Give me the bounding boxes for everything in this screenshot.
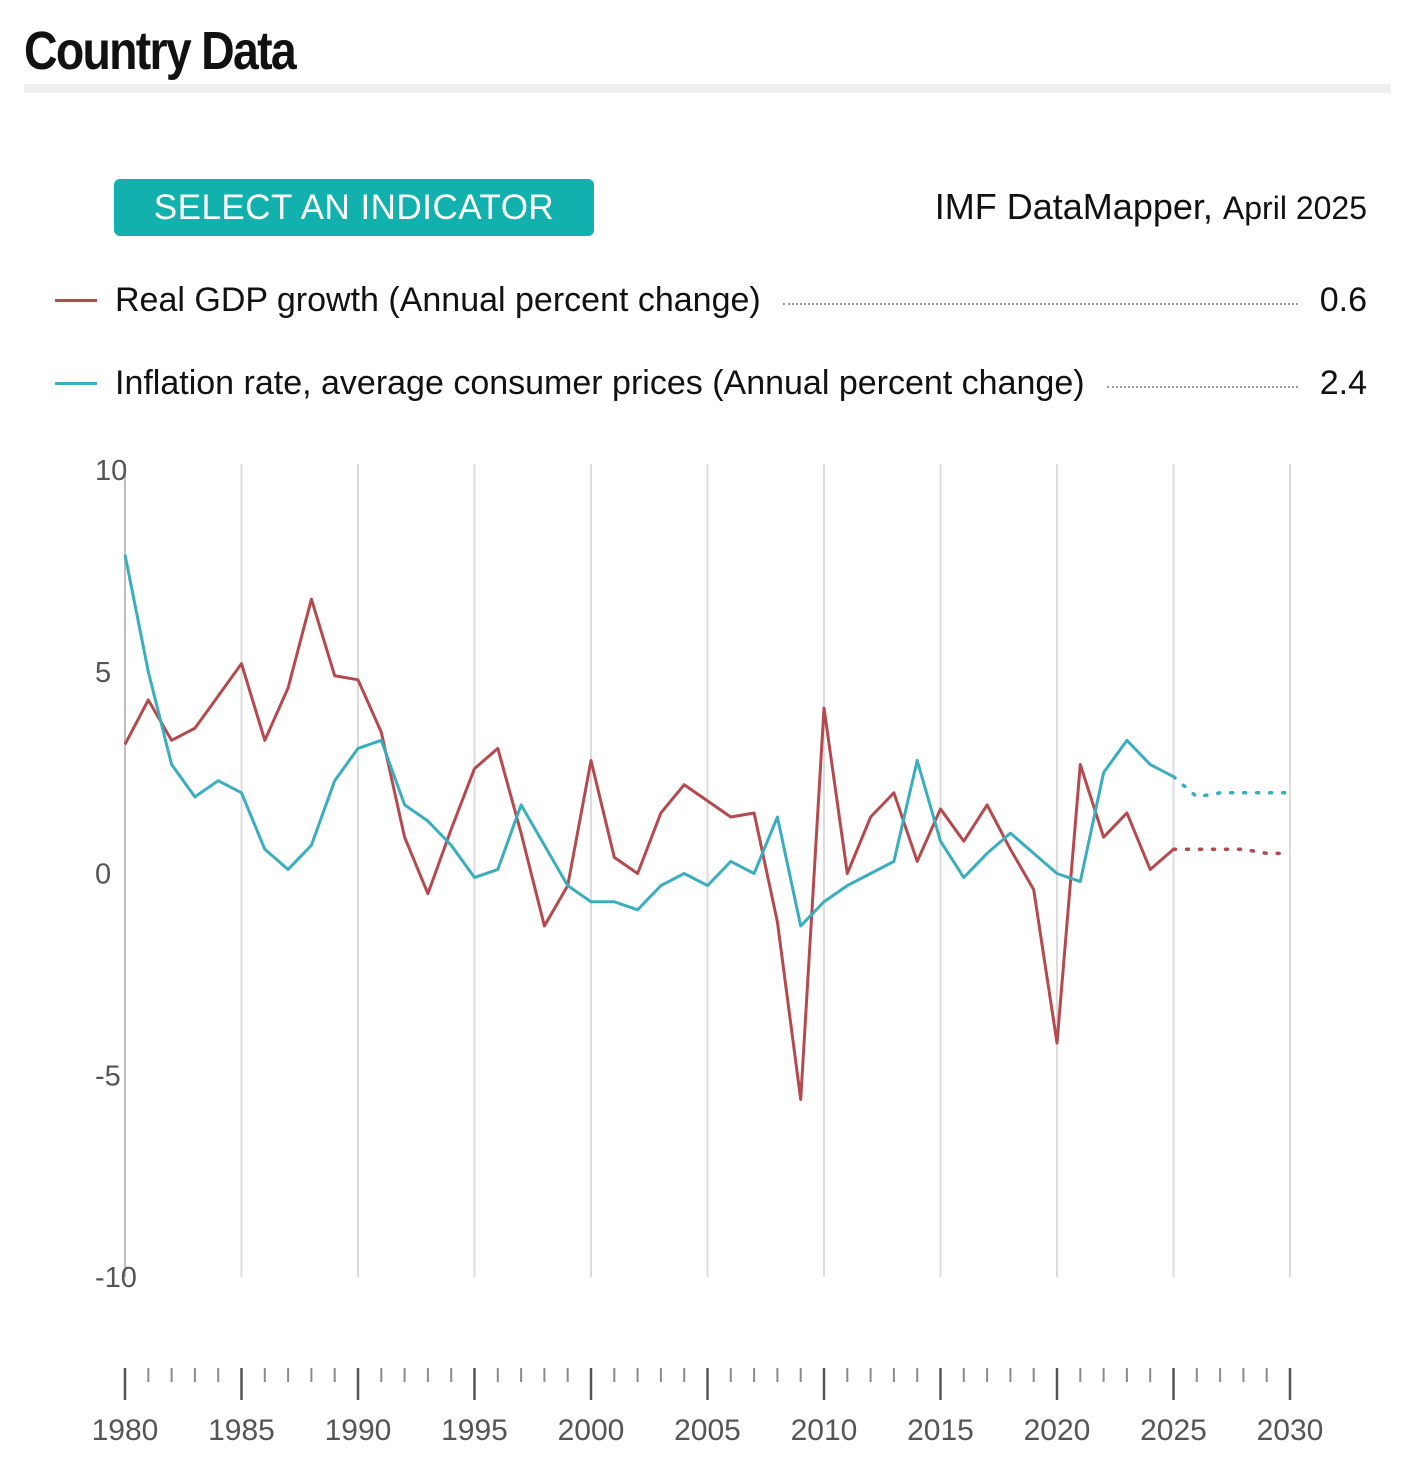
x-tick-label: 2030 [1257,1414,1324,1447]
legend-leader-gdp [782,303,1298,305]
x-tick-label: 1995 [441,1414,508,1447]
x-tick-label: 1990 [325,1414,392,1447]
legend-leader-inflation [1106,386,1298,388]
page-title: Country Data [24,21,297,81]
legend-item-gdp[interactable]: Real GDP growth (Annual percent change) … [55,278,1367,322]
x-tick-label: 2005 [674,1414,741,1447]
legend-value-inflation: 2.4 [1319,363,1367,402]
source-name: IMF DataMapper, [934,186,1213,227]
series-line-1 [123,554,1175,928]
y-tick-label: -5 [95,1060,121,1092]
select-indicator-button[interactable]: SELECT AN INDICATOR [114,179,594,236]
legend-label-gdp: Real GDP growth (Annual percent change) [115,280,761,319]
series-forecast-line-1 [1171,774,1292,799]
y-tick-label: 10 [95,455,127,487]
x-tick-label: 2015 [907,1414,974,1447]
legend-value-gdp: 0.6 [1319,280,1367,319]
x-tick-label: 1980 [92,1414,159,1447]
legend-label-inflation: Inflation rate, average consumer prices … [115,363,1085,402]
legend-swatch-gdp [55,298,97,302]
line-chart: 10 5 0 -5 -10 1980 1985 1990 1995 2000 2005 2010 201… [92,455,1324,1447]
series-line-0 [123,597,1175,1101]
y-tick-label: 5 [95,657,111,689]
x-tick-label: 2000 [558,1414,625,1447]
y-tick-label: 0 [95,859,111,891]
series-forecast-line-0 [1171,847,1292,856]
x-tick-label: 2010 [791,1414,858,1447]
source-attribution: IMF DataMapper, April 2025 [935,186,1367,228]
title-divider [24,84,1391,93]
x-tick-label: 2025 [1140,1414,1207,1447]
x-tick-label: 2020 [1024,1414,1091,1447]
x-tick-label: 1985 [208,1414,275,1447]
source-date: April 2025 [1222,190,1367,226]
legend-swatch-inflation [55,381,97,385]
y-tick-label: -10 [95,1262,137,1294]
legend-item-inflation[interactable]: Inflation rate, average consumer prices … [55,361,1367,405]
